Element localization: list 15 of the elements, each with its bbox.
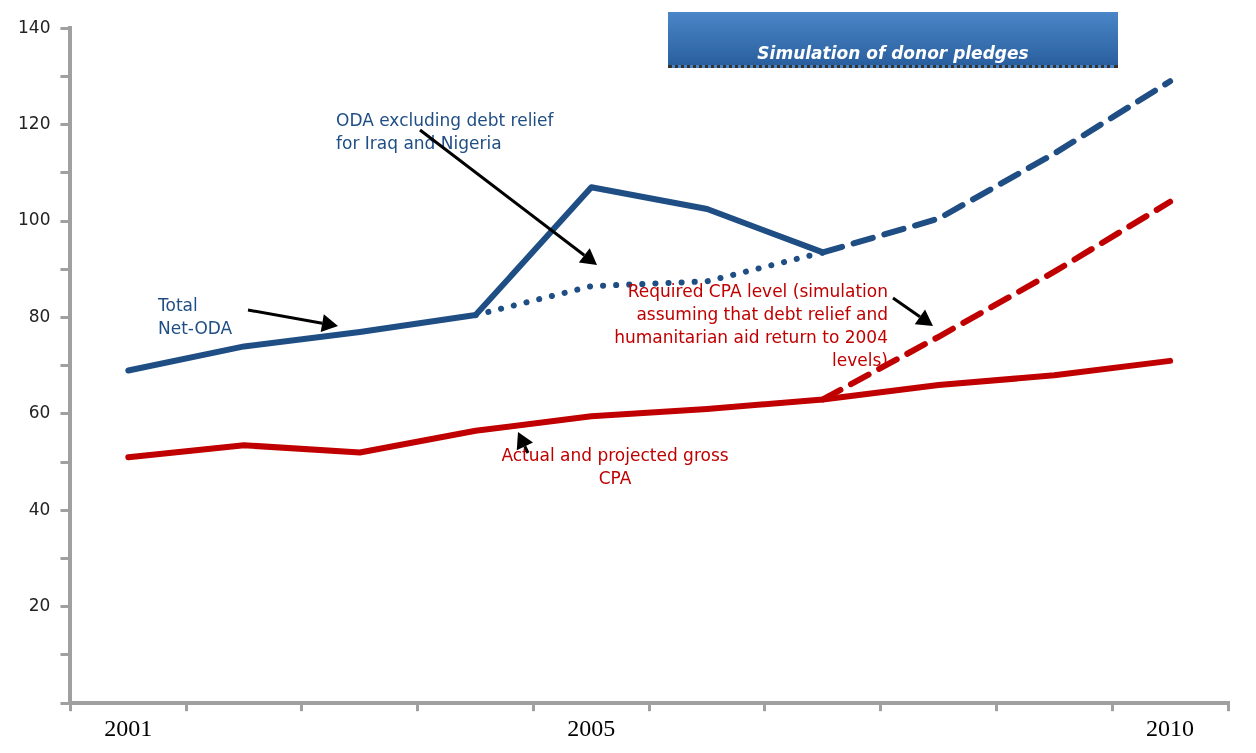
y-tick-label: 60 xyxy=(28,402,51,423)
series-label: Required CPA level (simulation assuming that debt relief and humanitarian aid return to 2004 levels) xyxy=(614,280,888,370)
text: ODA excluding debt relief for Iraq and Nigeria xyxy=(336,109,555,153)
y-tick-label: 40 xyxy=(28,498,51,519)
y-tick-label: 80 xyxy=(28,305,51,326)
series-label: Actual and projected gross CPA xyxy=(501,444,729,488)
y-tick-label: 140 xyxy=(17,16,51,37)
y-tick-label: 120 xyxy=(17,113,51,134)
banner: Simulation of donor pledges xyxy=(668,12,1118,68)
y-tick-label: 100 xyxy=(17,209,51,230)
x-tick-label: 2010 xyxy=(1146,714,1195,741)
x-tick-label: 2005 xyxy=(567,714,616,741)
series-label: Total Net-ODA xyxy=(157,294,233,338)
x-tick-label: 2001 xyxy=(104,714,153,741)
y-tick-label: 20 xyxy=(28,595,51,616)
